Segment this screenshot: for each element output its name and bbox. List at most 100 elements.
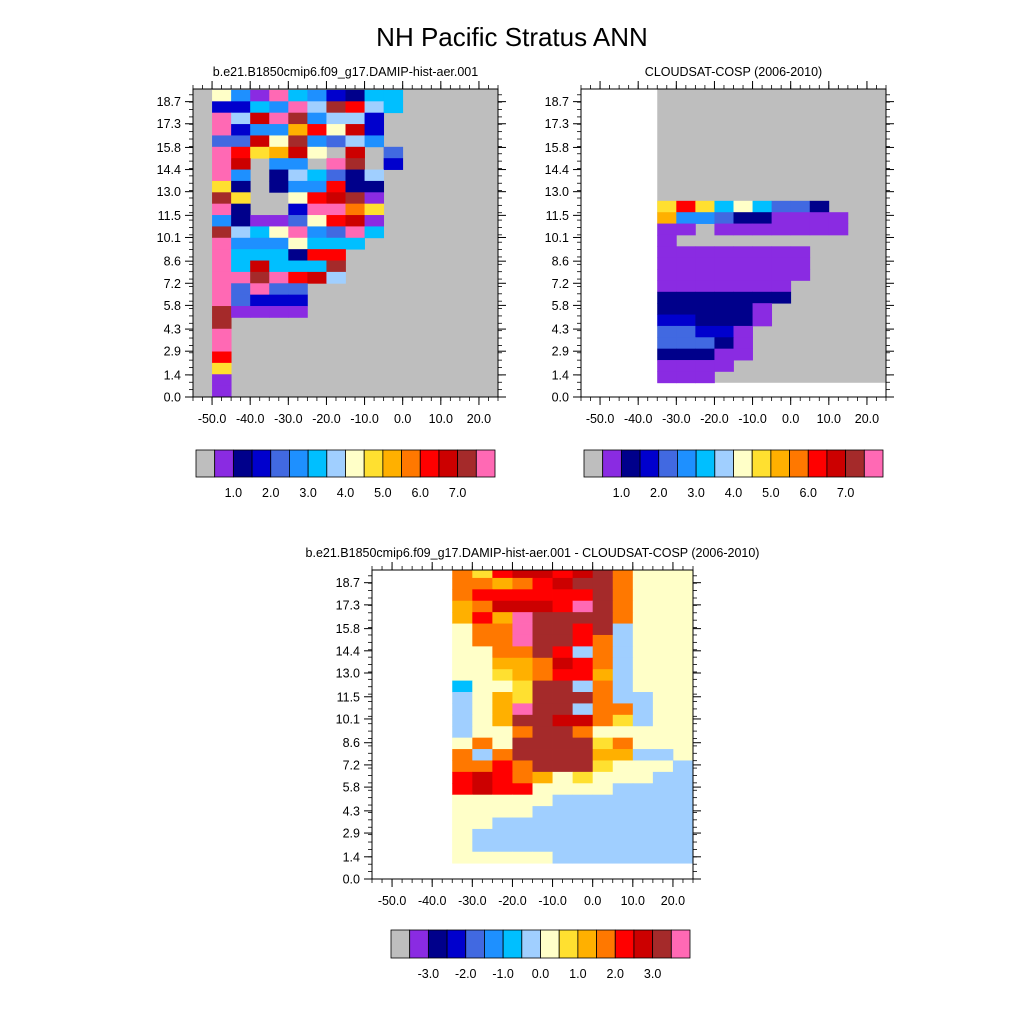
heatmap-cell — [652, 851, 674, 864]
colorbar-box — [652, 929, 672, 959]
heatmap-cell — [612, 771, 634, 784]
heatmap-cell — [552, 669, 574, 682]
y-tick-label: 18.7 — [157, 95, 181, 109]
y-tick-label: 7.2 — [164, 277, 181, 291]
heatmap-cell — [452, 657, 473, 670]
heatmap-cell — [572, 623, 594, 636]
heatmap-cell — [288, 101, 308, 114]
heatmap-cell — [288, 192, 308, 205]
heatmap-cell — [532, 669, 553, 682]
colorbar-label: 6.0 — [800, 486, 817, 500]
heatmap-cell — [552, 657, 574, 670]
heatmap-cell — [632, 646, 654, 659]
heatmap-cell — [672, 692, 694, 704]
heatmap-cell — [307, 192, 327, 205]
heatmap-cell — [676, 280, 696, 293]
colorbar-label: 1.0 — [225, 486, 242, 500]
heatmap-cell — [307, 260, 327, 273]
heatmap-cell — [592, 600, 614, 613]
heatmap-cell — [572, 570, 594, 579]
heatmap-cell — [452, 726, 473, 739]
heatmap-cell — [714, 246, 734, 259]
heatmap-cell — [452, 714, 473, 727]
colorbar-box — [438, 449, 459, 478]
heatmap-cell — [212, 169, 232, 182]
heatmap-cell — [269, 180, 289, 193]
heatmap-cell — [492, 771, 513, 784]
heatmap-cell — [492, 646, 513, 659]
heatmap-cell — [364, 169, 385, 182]
heatmap-cell — [231, 260, 251, 273]
heatmap-cell — [512, 806, 533, 818]
heatmap-cell — [572, 737, 594, 750]
heatmap-cell — [472, 577, 493, 590]
heatmap-cell — [326, 135, 346, 148]
heatmap-cell — [512, 646, 533, 659]
heatmap-cell — [612, 669, 634, 682]
heatmap-cell — [657, 371, 677, 384]
heatmap-cell — [512, 840, 533, 853]
x-tick-label: -30.0 — [662, 412, 691, 426]
heatmap-cell — [676, 257, 696, 270]
y-tick-label: 14.4 — [336, 644, 360, 658]
heatmap-cell — [572, 817, 594, 830]
heatmap-cell — [452, 794, 473, 807]
colorbar-label: -3.0 — [418, 967, 440, 981]
y-tick-label: 17.3 — [336, 598, 360, 612]
heatmap-cell — [652, 669, 674, 682]
heatmap-cell — [512, 714, 533, 727]
heatmap-cell — [512, 680, 533, 693]
heatmap-cell — [714, 303, 734, 315]
heatmap-cell — [452, 806, 473, 818]
colorbar: 1.0 2.0 3.0 4.0 5.0 6.0 7.0 — [195, 449, 496, 500]
missing-region — [372, 570, 453, 879]
heatmap-cell — [452, 634, 473, 647]
heatmap-cell — [632, 570, 654, 579]
heatmap-cell — [288, 294, 308, 307]
heatmap-cell — [657, 280, 677, 293]
heatmap-cell — [592, 623, 614, 636]
colorbar-label: 3.0 — [644, 967, 661, 981]
heatmap-cell — [212, 328, 232, 341]
heatmap-cell — [714, 257, 734, 270]
colorbar-box — [465, 929, 485, 959]
heatmap-cell — [752, 212, 773, 224]
heatmap-cell — [652, 577, 674, 590]
heatmap-cell — [326, 192, 346, 205]
heatmap-cell — [714, 212, 734, 224]
heatmap-cell — [492, 589, 513, 602]
x-tick-label: 20.0 — [855, 412, 879, 426]
heatmap-cell — [652, 634, 674, 647]
heatmap-cell — [307, 146, 327, 159]
heatmap-cell — [572, 794, 594, 807]
heatmap-cell — [512, 669, 533, 682]
heatmap-cell — [288, 124, 308, 136]
missing-region — [372, 863, 693, 879]
heatmap-cell — [472, 840, 493, 853]
y-tick-label: 11.5 — [546, 209, 569, 223]
heatmap-cell — [307, 271, 327, 284]
panel-observation: CLOUDSAT-COSP (2006-2010) -50.0 -40.0 -30.0… — [545, 65, 894, 500]
heatmap-cell — [231, 294, 251, 307]
y-tick-label: 15.8 — [336, 622, 360, 636]
heatmap-cell — [733, 200, 753, 213]
heatmap-cell — [472, 692, 493, 704]
x-tick-label: -10.0 — [738, 412, 767, 426]
y-tick-label: 1.4 — [343, 850, 360, 864]
heatmap-cell — [250, 215, 270, 227]
y-tick-label: 0.0 — [343, 873, 360, 887]
colorbar-box — [614, 929, 635, 959]
heatmap-cell — [771, 200, 792, 213]
heatmap-cell — [552, 783, 574, 796]
heatmap-cell — [612, 714, 634, 727]
heatmap-cells — [657, 200, 849, 384]
heatmap-cell — [572, 771, 594, 784]
heatmap-cell — [512, 657, 533, 670]
heatmap-cell — [532, 714, 553, 727]
heatmap-cell — [828, 223, 849, 236]
heatmap-cell — [452, 692, 473, 704]
heatmap-cell — [212, 203, 232, 216]
heatmap-cell — [492, 726, 513, 739]
colorbar-box — [270, 449, 290, 478]
heatmap-cell — [612, 726, 634, 739]
